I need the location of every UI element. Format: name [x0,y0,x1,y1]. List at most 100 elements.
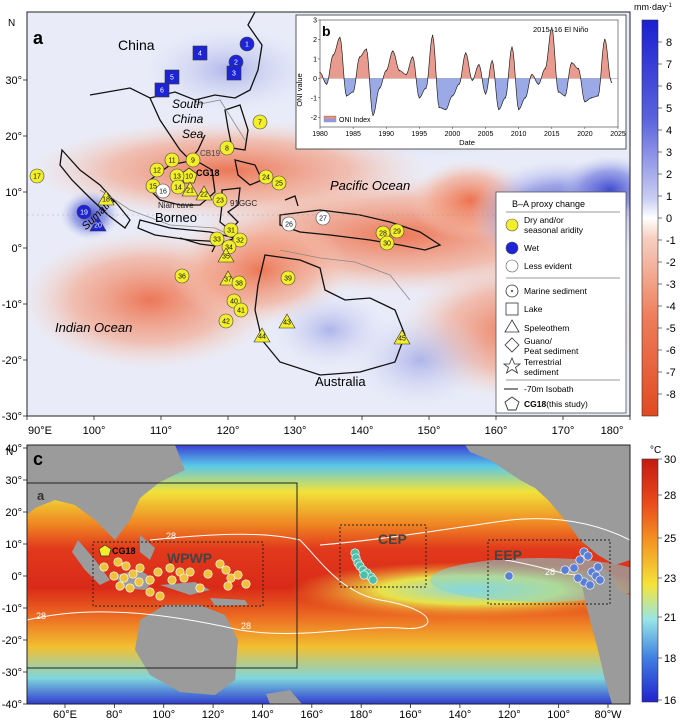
site-number-15: 15 [149,184,157,191]
precip-unit-sup: -1 [667,3,673,9]
oni-point-2018 [571,62,573,64]
oni-xtick-label: 2000 [445,131,461,138]
oni-point-1997 [432,35,434,37]
oni-point-1998 [438,106,440,109]
site-marker-12 [149,162,165,178]
legend-isobath: -70m Isobath [524,384,574,394]
oni-point-1986 [359,56,361,58]
site-marker-30 [379,235,395,251]
record-site-0-8 [125,583,135,593]
record-site-0-0 [99,562,109,572]
record-site-0-5 [128,569,138,579]
site-number-9: 9 [191,158,195,165]
site-26: 26 [281,216,297,232]
region-scs-1: South [172,97,204,111]
site-number-23: 23 [216,198,224,205]
oni-ytick-label: 1 [313,56,317,63]
site-number-3: 3 [232,71,236,78]
legend-cg18-marker [504,396,520,411]
oni-ytick-label: 2 [313,37,317,44]
panel-c-lat-ticks: 40° 30° 20° 10° 0° -10° -20° -30° -40° [2,443,27,711]
c-lon-tick-label: 120° [498,709,521,721]
site-18: 18 [97,190,115,206]
oni-point-1996 [425,87,427,89]
site-marker-20 [89,216,107,232]
oni-point-2005 [485,93,487,95]
site-number-27: 27 [319,216,327,223]
site-23: 23 [212,192,228,208]
legend-less: Less evident [524,261,572,271]
site-27: 27 [315,210,331,226]
record-site-2-5 [583,551,593,561]
site-31: 31 [223,222,239,238]
site-13: 13 [169,168,185,184]
oni-point-2020 [584,101,586,103]
site-marker-3 [226,65,242,81]
c-lon-tick-label: 160° [399,709,422,721]
site-25: 25 [271,175,287,191]
oni-point-1993 [405,73,407,76]
legend-dry-marker [505,218,519,232]
record-site-0-10 [145,575,155,585]
record-site-2-12 [593,562,603,572]
sst-tick-label: 28 [664,490,676,502]
oni-point-2010 [518,108,520,111]
legend-terrestrial-marker [502,356,522,374]
site-number-26: 26 [285,222,293,229]
c-lat-tick-label: 30° [5,475,22,487]
legend-speleothem-marker [504,319,520,333]
oni-point-1991 [392,50,394,52]
oni-plot [319,26,618,117]
record-site-0-14 [179,573,189,583]
label-cb19: CB19 [200,149,221,158]
site-number-4: 4 [198,51,202,58]
isotherm-label-3: 28 [241,621,251,631]
record-site-2-2 [569,563,579,573]
site-marker-1 [239,36,255,52]
precip-tick-label: 8 [666,37,672,49]
site-29: 29 [389,223,405,239]
legend-dry-2: seasonal aridity [524,225,584,235]
sst-colorbar-ticks: 30 28 25 23 21 18 16 [658,454,676,707]
site-marker-24 [258,169,274,185]
legend-cg18: CG18(this study) [524,399,588,409]
oni-point-2022 [597,95,599,97]
oni-point-2007 [498,108,500,111]
oni-point-1994 [412,56,414,58]
legend-cg18-rest: (this study) [546,399,588,409]
panel-a-north-label: N [8,18,15,29]
c-lat-tick-label: 0° [11,571,22,583]
site-39: 39 [280,270,296,286]
legend-guano-marker [504,337,520,353]
site-number-31: 31 [227,228,235,235]
region-scs-3: Sea [182,127,204,141]
c-lon-tick-label: 160° [300,709,323,721]
site-number-16: 16 [159,189,167,196]
precip-tick-label: -8 [666,389,676,401]
site-marker-17 [29,168,45,184]
sst-tick-label: 21 [664,612,676,624]
oni-xtick-label: 2010 [511,131,527,138]
oni-point-2024 [610,81,613,83]
panel-c-inset-label: a [37,488,45,503]
legend-box [495,191,627,414]
site-36: 36 [174,268,190,284]
legend-wet-marker [505,241,519,255]
site-number-20: 20 [94,223,102,230]
site-marker-25 [271,175,287,191]
site-number-21: 21 [186,188,194,195]
isotherm-label-1: 28 [36,611,46,621]
site-number-29: 29 [393,229,401,236]
region-eep: EEP [494,547,522,563]
oni-point-1990 [385,70,387,72]
precip-colorbar-ramp [641,19,659,417]
panel-c-north-label: N [6,447,13,458]
cg18-label-c: CG18 [112,546,136,556]
site-number-34: 34 [225,245,233,252]
site-24: 24 [258,169,274,185]
precip-colorbar-ticks: 8 7 6 5 4 3 2 1 0 -1 -2 -3 -4 -5 -6 -7 -8 [658,37,676,401]
precip-tick-label: -3 [666,279,676,291]
oni-xtick-label: 2005 [478,131,494,138]
record-site-0-19 [215,559,225,569]
